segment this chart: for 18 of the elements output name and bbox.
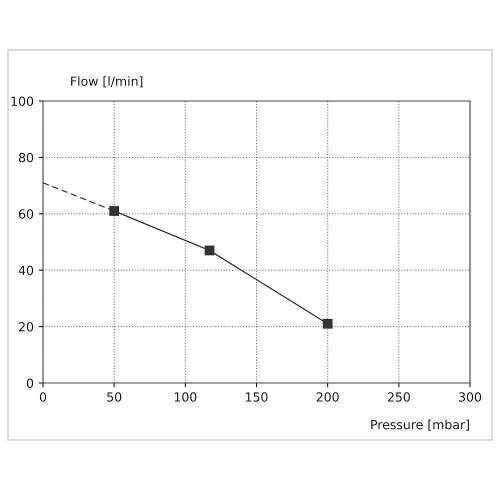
x-tick-label: 250 xyxy=(388,392,410,402)
point xyxy=(109,206,120,216)
y-tick-label: 100 xyxy=(11,96,34,106)
x-tick-label: 100 xyxy=(174,392,196,402)
x-tick-label: 300 xyxy=(459,392,482,402)
x-axis-title: Pressure [mbar] xyxy=(371,420,469,431)
x-tick-label: 50 xyxy=(107,392,122,402)
point xyxy=(204,246,214,256)
y-tick-label: 40 xyxy=(18,266,34,276)
y-tick-label: 80 xyxy=(18,152,34,162)
y-axis-title: Flow [l/min] xyxy=(71,76,142,88)
point xyxy=(322,318,333,329)
y-tick-label: 0 xyxy=(26,378,34,388)
y-tick-label: 20 xyxy=(18,322,34,332)
x-tick-label: 0 xyxy=(40,392,46,402)
x-tick-label: 200 xyxy=(316,392,339,402)
y-tick-label: 60 xyxy=(18,209,34,219)
x-tick-label: 150 xyxy=(246,392,268,402)
